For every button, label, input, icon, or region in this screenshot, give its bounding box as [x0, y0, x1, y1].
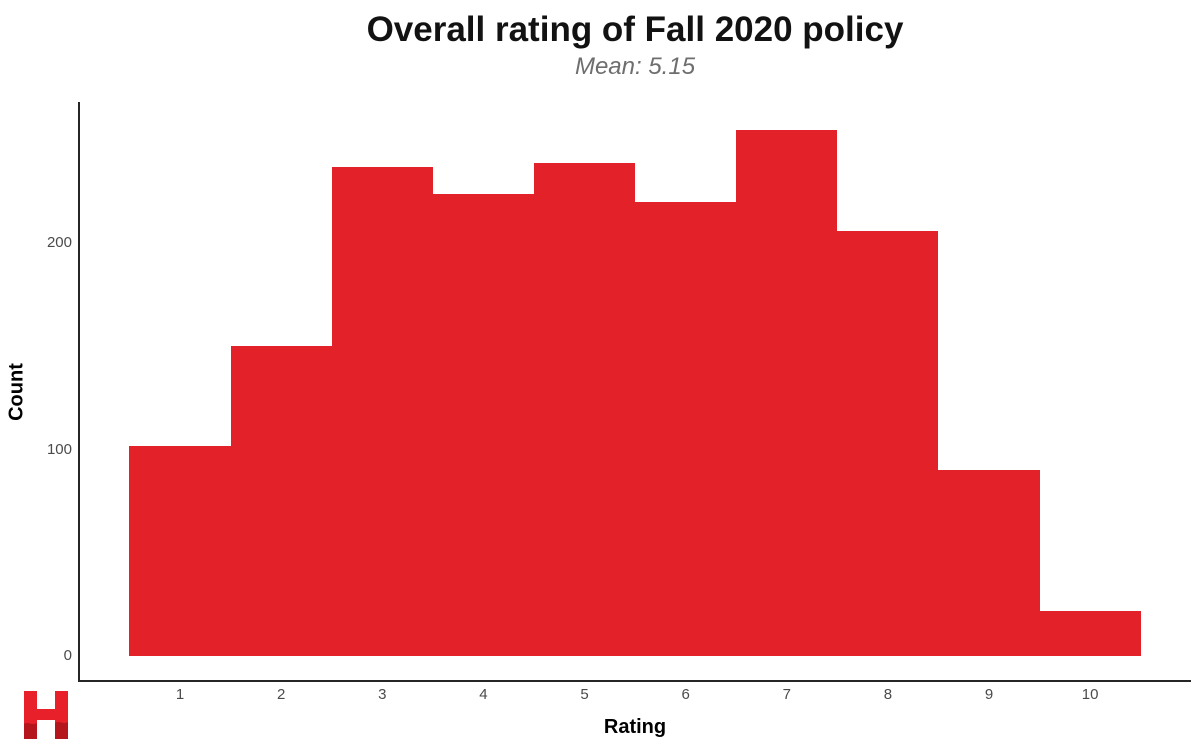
x-tick-label: 6	[681, 686, 690, 703]
y-tick-label: 0	[63, 647, 72, 664]
y-axis-title: Count	[5, 363, 28, 421]
red-h-logo	[24, 691, 68, 739]
histogram-bar	[736, 129, 838, 656]
histogram-bar	[938, 470, 1040, 656]
histogram-bar	[129, 445, 231, 656]
histogram-bar	[331, 166, 433, 656]
histogram-bar	[230, 346, 332, 656]
histogram-bar	[837, 230, 939, 656]
histogram-bar	[635, 202, 737, 656]
x-tick-label: 7	[782, 686, 791, 703]
histogram-bar	[432, 193, 534, 656]
x-axis-line	[78, 680, 1191, 683]
x-tick-label: 1	[175, 686, 185, 703]
histogram-bar	[533, 162, 636, 656]
x-tick-label: 2	[276, 686, 286, 703]
x-axis-title: Rating	[603, 716, 667, 738]
x-tick-label: 8	[883, 686, 893, 703]
histogram-bar	[1039, 610, 1141, 656]
x-tick-label: 5	[580, 686, 589, 703]
y-tick-label: 200	[46, 234, 72, 252]
x-tick-label: 3	[378, 686, 387, 703]
x-tick-label: 10	[1081, 686, 1099, 703]
chart-subtitle: Mean: 5.15	[574, 53, 696, 81]
chart-title: Overall rating of Fall 2020 policy	[366, 10, 904, 49]
x-tick-label: 9	[984, 686, 994, 703]
y-tick-label: 100	[46, 440, 72, 458]
chart-header: Overall rating of Fall 2020 policy Mean:…	[70, 10, 1200, 81]
y-axis-line	[78, 102, 81, 682]
x-tick-label: 4	[479, 686, 488, 703]
